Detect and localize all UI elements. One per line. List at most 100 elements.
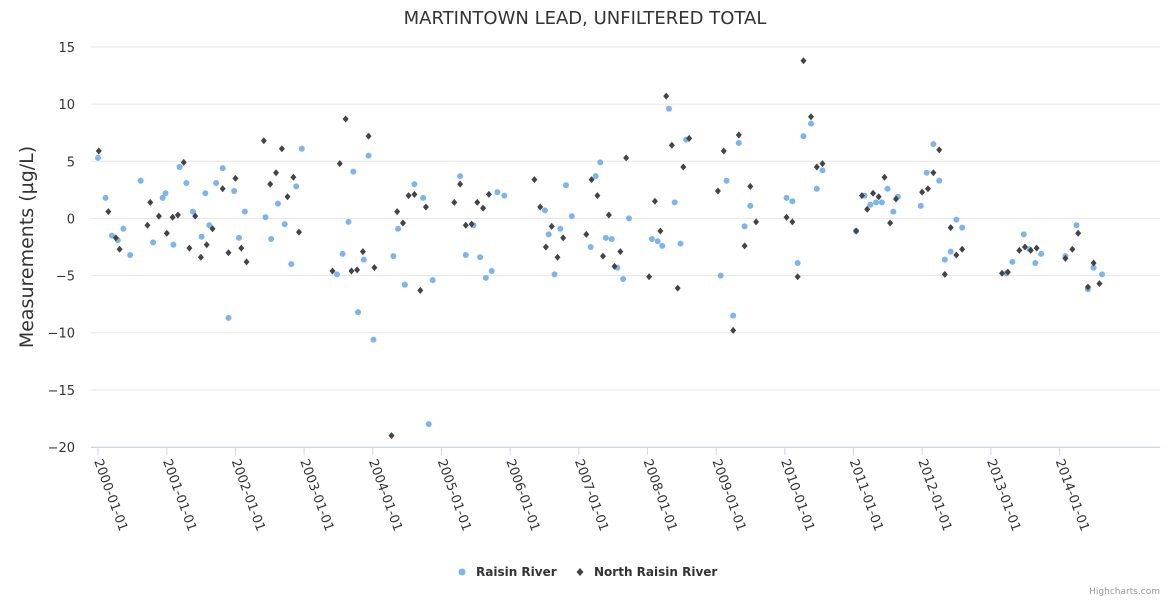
- data-point[interactable]: [203, 241, 210, 249]
- data-point[interactable]: [359, 248, 366, 256]
- data-point[interactable]: [198, 233, 205, 240]
- data-point[interactable]: [875, 193, 882, 201]
- data-point[interactable]: [783, 194, 790, 201]
- data-point[interactable]: [295, 228, 302, 236]
- data-point[interactable]: [723, 177, 730, 184]
- data-point[interactable]: [192, 212, 199, 220]
- data-point[interactable]: [399, 219, 406, 227]
- data-point[interactable]: [864, 205, 871, 213]
- data-point[interactable]: [225, 314, 232, 321]
- data-point[interactable]: [457, 173, 464, 180]
- data-point[interactable]: [1021, 243, 1028, 251]
- data-point[interactable]: [116, 245, 123, 253]
- data-point[interactable]: [853, 227, 860, 235]
- data-point[interactable]: [474, 198, 481, 206]
- data-point[interactable]: [666, 105, 673, 112]
- data-point[interactable]: [794, 260, 801, 266]
- data-point[interactable]: [783, 213, 790, 221]
- data-point[interactable]: [671, 199, 678, 206]
- data-point[interactable]: [1096, 280, 1103, 288]
- data-point[interactable]: [147, 198, 154, 206]
- data-point[interactable]: [365, 132, 372, 140]
- data-point[interactable]: [735, 140, 742, 146]
- data-point[interactable]: [238, 244, 245, 252]
- data-point[interactable]: [457, 180, 464, 188]
- data-point[interactable]: [789, 218, 796, 226]
- data-point[interactable]: [747, 202, 754, 209]
- data-point[interactable]: [677, 240, 684, 247]
- data-point[interactable]: [730, 312, 737, 319]
- data-point[interactable]: [360, 256, 367, 263]
- data-point[interactable]: [420, 194, 427, 201]
- data-point[interactable]: [348, 267, 355, 275]
- data-point[interactable]: [881, 173, 888, 181]
- data-point[interactable]: [813, 163, 820, 171]
- data-point[interactable]: [213, 180, 220, 186]
- data-point[interactable]: [735, 131, 742, 139]
- data-point[interactable]: [867, 201, 874, 208]
- data-point[interactable]: [794, 273, 801, 281]
- data-point[interactable]: [293, 183, 300, 190]
- data-point[interactable]: [355, 309, 362, 316]
- data-point[interactable]: [657, 227, 664, 235]
- data-point[interactable]: [365, 152, 372, 159]
- data-point[interactable]: [274, 200, 281, 207]
- data-point[interactable]: [232, 174, 239, 182]
- data-point[interactable]: [930, 141, 937, 148]
- data-point[interactable]: [105, 208, 112, 216]
- data-point[interactable]: [1073, 222, 1080, 229]
- data-point[interactable]: [753, 218, 760, 226]
- data-point[interactable]: [1038, 250, 1045, 257]
- data-point[interactable]: [747, 182, 754, 190]
- data-point[interactable]: [548, 222, 555, 230]
- data-point[interactable]: [941, 270, 948, 278]
- data-point[interactable]: [668, 141, 675, 149]
- data-point[interactable]: [597, 159, 604, 166]
- data-point[interactable]: [371, 264, 378, 272]
- data-point[interactable]: [260, 137, 267, 145]
- data-point[interactable]: [102, 194, 109, 201]
- data-point[interactable]: [541, 207, 548, 214]
- data-point[interactable]: [127, 252, 134, 258]
- data-point[interactable]: [170, 241, 177, 248]
- data-point[interactable]: [1016, 246, 1023, 254]
- data-point[interactable]: [231, 188, 238, 194]
- data-point[interactable]: [370, 336, 377, 343]
- data-point[interactable]: [159, 194, 166, 201]
- data-point[interactable]: [887, 219, 894, 227]
- data-point[interactable]: [451, 198, 458, 206]
- data-point[interactable]: [608, 236, 615, 242]
- data-point[interactable]: [169, 213, 176, 221]
- data-point[interactable]: [930, 169, 937, 177]
- data-point[interactable]: [95, 154, 101, 161]
- data-point[interactable]: [462, 221, 469, 229]
- data-point[interactable]: [209, 225, 216, 233]
- data-point[interactable]: [485, 190, 492, 198]
- data-point[interactable]: [605, 211, 612, 219]
- data-point[interactable]: [999, 269, 1006, 277]
- data-point[interactable]: [176, 164, 183, 170]
- data-point[interactable]: [262, 214, 269, 221]
- data-point[interactable]: [592, 173, 599, 180]
- data-point[interactable]: [680, 163, 687, 171]
- data-point[interactable]: [394, 208, 401, 216]
- data-point[interactable]: [620, 276, 627, 282]
- data-point[interactable]: [919, 188, 926, 196]
- data-point[interactable]: [1033, 244, 1040, 252]
- data-point[interactable]: [600, 252, 607, 260]
- data-point[interactable]: [858, 192, 865, 200]
- data-point[interactable]: [560, 234, 567, 242]
- data-point[interactable]: [183, 180, 190, 186]
- data-point[interactable]: [730, 326, 737, 334]
- data-point[interactable]: [1075, 229, 1082, 237]
- data-point[interactable]: [268, 236, 275, 242]
- data-point[interactable]: [197, 253, 204, 261]
- data-point[interactable]: [720, 147, 727, 155]
- data-point[interactable]: [947, 224, 954, 232]
- data-point[interactable]: [488, 268, 495, 274]
- data-point[interactable]: [241, 208, 248, 215]
- chart-credit[interactable]: Highcharts.com: [1089, 587, 1160, 597]
- data-point[interactable]: [537, 203, 544, 211]
- data-point[interactable]: [137, 177, 144, 184]
- data-point[interactable]: [941, 256, 948, 263]
